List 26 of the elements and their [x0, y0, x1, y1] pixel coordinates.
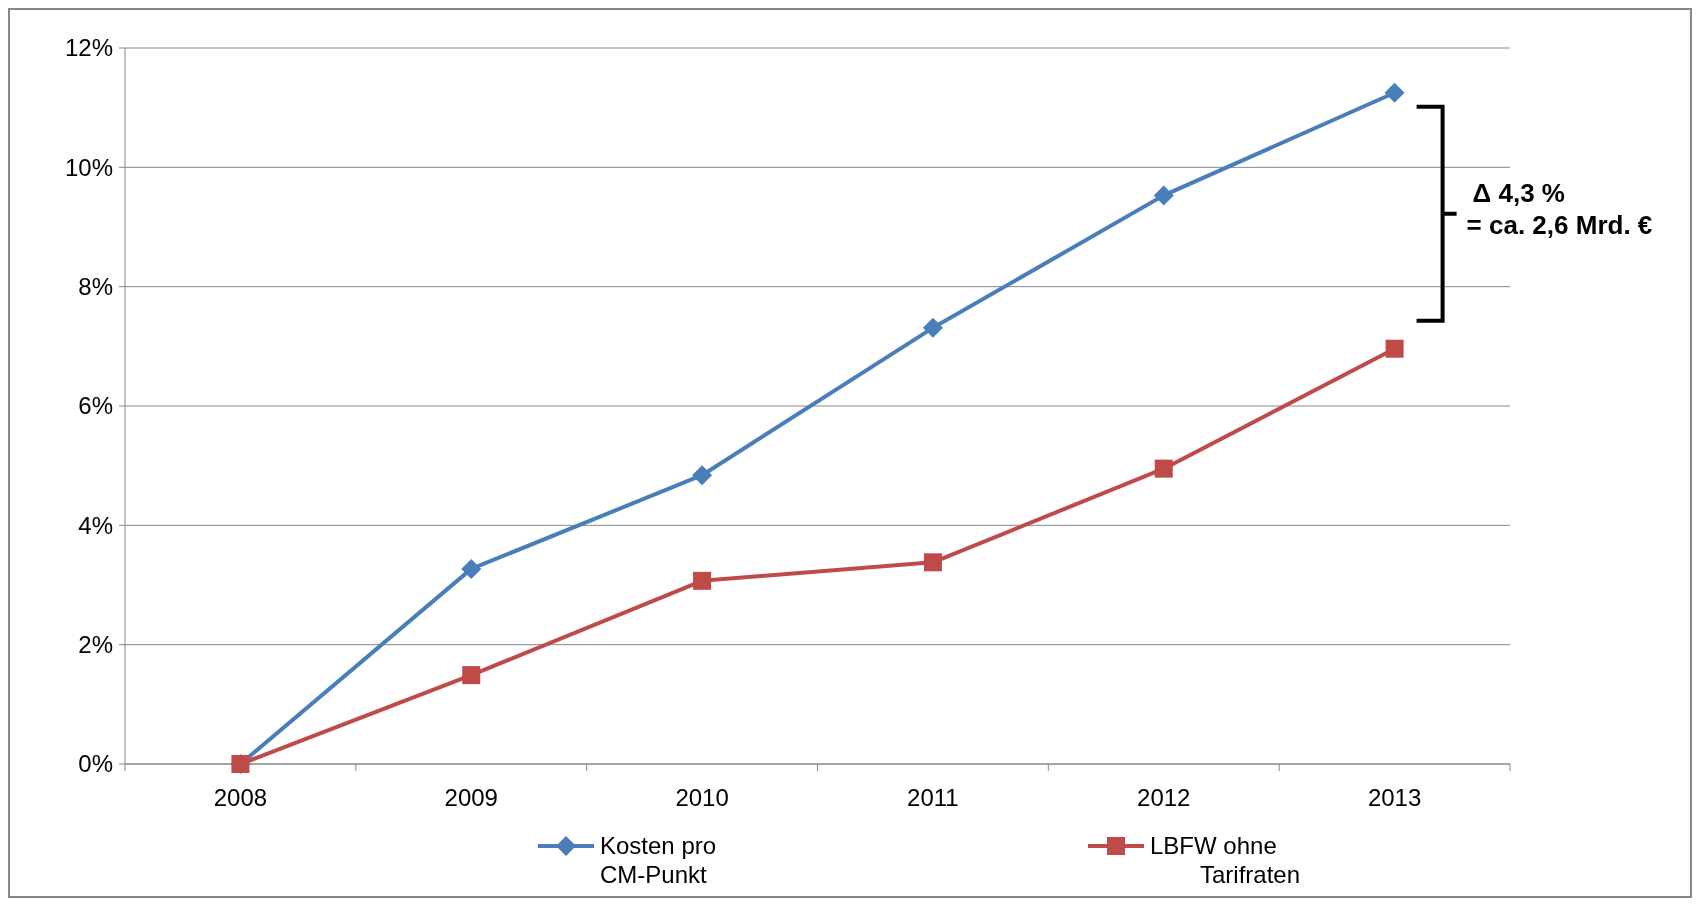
- point: [461, 558, 482, 579]
- y-tick-label: 12%: [64, 34, 113, 62]
- point: [922, 317, 943, 338]
- y-tick-label: 8%: [78, 273, 113, 301]
- x-tick-label: 2010: [675, 784, 729, 811]
- y-tick-label: 0%: [78, 750, 113, 778]
- point: [692, 465, 713, 486]
- x-tick-label: 2008: [213, 784, 268, 811]
- point: [1153, 185, 1174, 206]
- y-tick-label: 2%: [78, 631, 113, 659]
- point: [1154, 459, 1173, 478]
- point: [1384, 82, 1405, 103]
- point: [1385, 339, 1404, 358]
- y-tick-label: 4%: [78, 511, 113, 539]
- x-tick-label: 2011: [907, 784, 959, 811]
- y-tick-label: 6%: [78, 392, 113, 420]
- x-tick-label: 2013: [1367, 784, 1422, 811]
- legend-label: LBFW ohne Tarifraten: [1150, 832, 1301, 889]
- legend-label: Kosten pro CM-Punkt: [600, 832, 717, 889]
- point: [923, 553, 942, 572]
- point: [462, 666, 481, 685]
- y-tick-label: 10%: [64, 153, 113, 181]
- x-tick-label: 2012: [1137, 784, 1191, 811]
- point: [693, 571, 712, 590]
- x-tick-label: 2009: [444, 784, 498, 811]
- annotation: Δ 4,3 % = ca. 2,6 Mrd. €: [1466, 177, 1653, 241]
